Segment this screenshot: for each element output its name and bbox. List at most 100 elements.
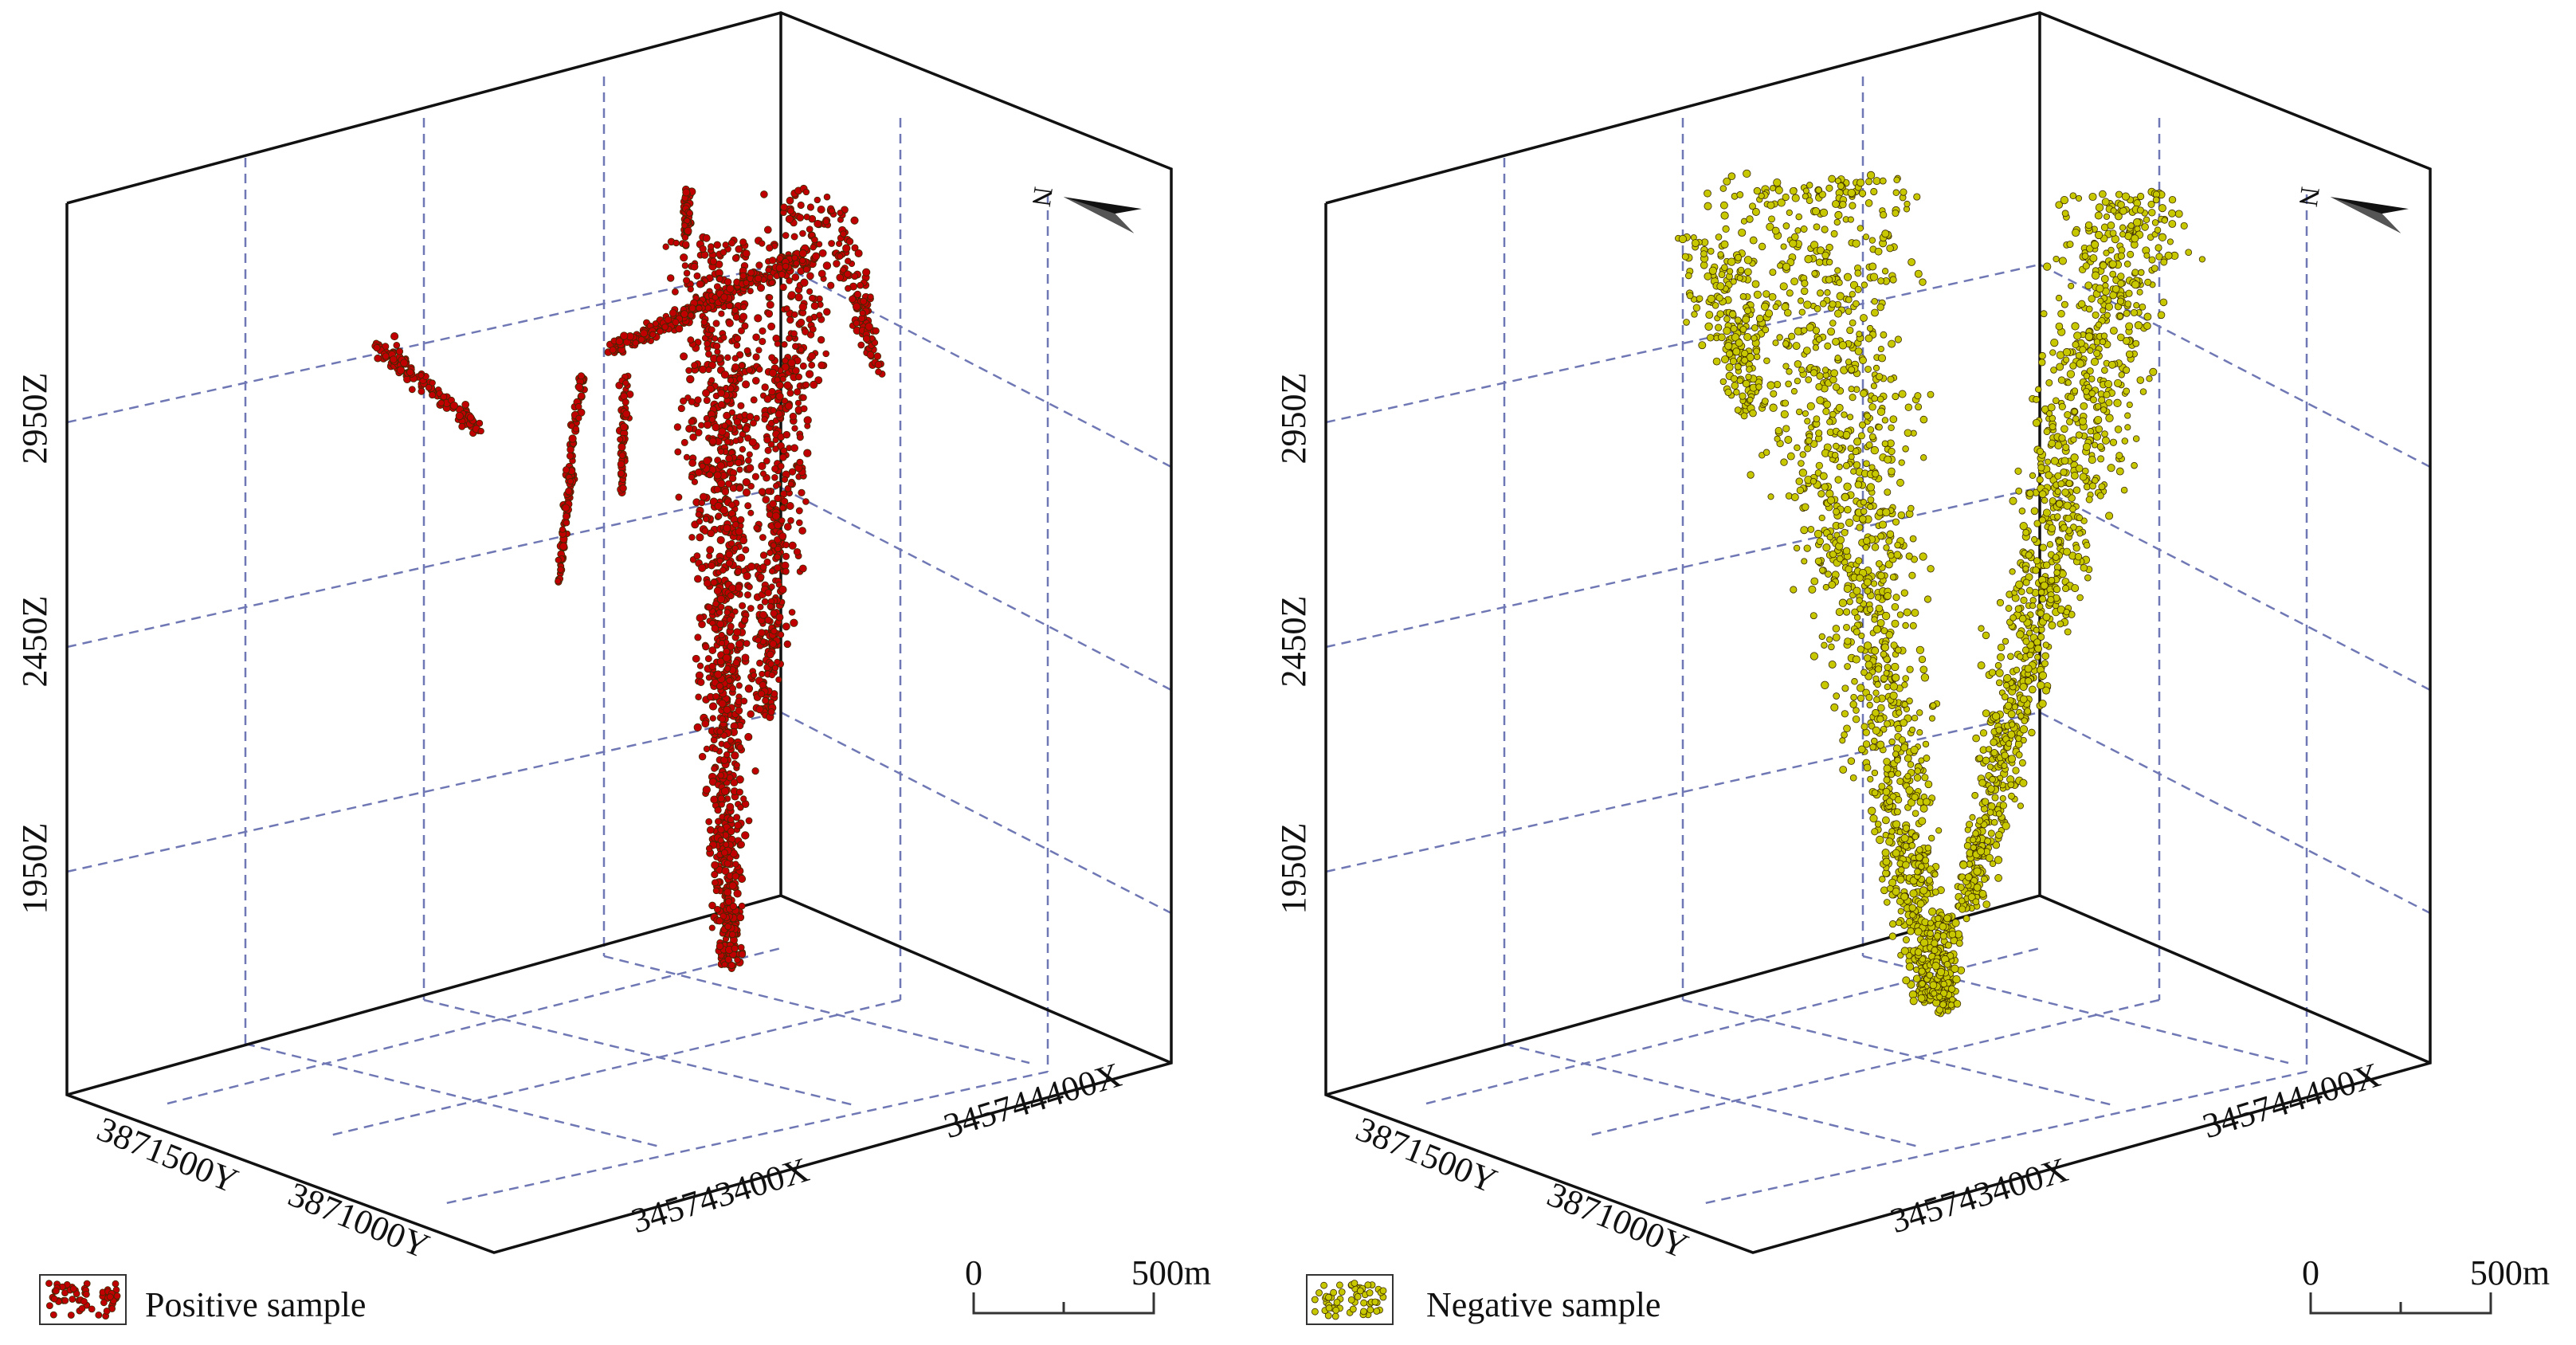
scatter-point xyxy=(1762,449,1770,457)
scatter-point xyxy=(1902,445,1909,453)
scatter-point xyxy=(1919,938,1929,947)
scatter-point xyxy=(2090,396,2097,404)
scatter-point xyxy=(799,229,806,237)
scatter-point xyxy=(1876,715,1884,723)
scatter-point xyxy=(716,594,726,604)
scatter-point xyxy=(696,662,704,669)
scatter-point xyxy=(617,460,625,469)
scatter-point xyxy=(836,273,845,282)
scatter-point xyxy=(1724,342,1733,351)
scatter-point xyxy=(2060,457,2069,465)
scatter-point xyxy=(677,405,685,413)
scatter-point xyxy=(2120,486,2128,494)
scatter-point xyxy=(1915,403,1923,411)
scatter-point xyxy=(828,207,836,214)
scatter-point xyxy=(1882,857,1891,866)
scatter-point xyxy=(2109,438,2118,446)
scatter-point xyxy=(1751,324,1759,331)
scatter-point xyxy=(1948,930,1957,939)
scatter-point xyxy=(1877,277,1884,284)
scatter-point xyxy=(2093,349,2101,357)
scatter-point xyxy=(1991,712,2001,721)
scatter-point xyxy=(103,1308,111,1315)
scatter-point xyxy=(1869,814,1878,823)
scatter-point xyxy=(723,438,731,445)
scatter-point xyxy=(713,342,721,351)
scatter-point xyxy=(732,313,740,321)
scatter-point xyxy=(1888,424,1895,432)
scatter-point xyxy=(696,678,705,687)
scatter-point xyxy=(675,493,683,501)
scatter-point xyxy=(739,238,747,246)
scatter-point xyxy=(1988,669,1997,676)
scatter-point xyxy=(1901,681,1908,688)
scatter-point xyxy=(2054,488,2061,496)
left-z-tick-2950: 2950Z xyxy=(15,373,54,465)
scatter-point xyxy=(1805,437,1813,445)
scatter-point xyxy=(1879,876,1886,883)
scatter-point xyxy=(1720,240,1729,249)
scatter-point xyxy=(1718,271,1726,278)
scatter-point xyxy=(2092,432,2102,441)
scatter-point xyxy=(1929,981,1938,990)
scatter-point xyxy=(716,657,725,666)
scatter-point xyxy=(555,556,562,563)
scatter-point xyxy=(755,705,764,714)
scatter-point xyxy=(1761,398,1769,405)
scatter-point xyxy=(1717,251,1724,258)
scatter-point xyxy=(619,422,629,431)
scatter-point xyxy=(1903,608,1911,617)
scatter-point xyxy=(1872,470,1880,478)
scatter-point xyxy=(744,591,751,599)
scatter-point xyxy=(1790,493,1799,501)
scatter-point xyxy=(1857,645,1864,653)
scatter-point xyxy=(1774,435,1781,442)
scatter-point xyxy=(728,931,736,939)
scatter-point xyxy=(1772,339,1779,347)
scatter-point xyxy=(765,266,772,273)
scatter-point xyxy=(1969,814,1976,821)
scatter-point xyxy=(2088,192,2097,202)
scatter-point xyxy=(1973,867,1982,876)
scatter-point xyxy=(800,405,808,413)
scatter-point xyxy=(2099,190,2107,198)
scatter-point xyxy=(2084,332,2094,341)
scatter-point xyxy=(875,368,882,375)
scatter-point xyxy=(1881,229,1890,238)
scatter-point xyxy=(716,275,723,283)
scatter-point xyxy=(688,304,696,312)
scatter-point xyxy=(746,583,753,590)
scatter-point xyxy=(756,659,763,667)
scatter-point xyxy=(1874,680,1881,688)
scatter-point xyxy=(1824,342,1832,350)
scatter-point xyxy=(786,389,794,397)
scatter-point xyxy=(1871,828,1879,836)
scatter-point xyxy=(735,640,744,649)
scatter-point xyxy=(1991,794,1999,802)
scatter-point xyxy=(1824,289,1831,296)
scatter-point xyxy=(1872,177,1881,186)
scatter-point xyxy=(1887,375,1895,383)
scatter-point xyxy=(2164,251,2173,260)
scatter-point xyxy=(769,640,778,648)
scatter-point xyxy=(2123,366,2131,374)
scatter-point xyxy=(2047,595,2055,604)
scatter-point xyxy=(466,414,475,422)
scatter-point xyxy=(2105,303,2113,311)
scatter-point xyxy=(1847,216,1854,223)
scatter-point xyxy=(1704,202,1712,210)
scatter-point xyxy=(2115,467,2124,476)
scatter-point xyxy=(718,401,726,409)
scatter-point xyxy=(716,355,723,363)
scatter-point xyxy=(717,825,725,833)
scatter-point xyxy=(763,558,771,567)
scatter-point xyxy=(1905,963,1915,971)
scatter-point xyxy=(817,335,825,344)
scatter-point xyxy=(2012,767,2020,774)
scatter-point xyxy=(1913,193,1921,201)
scatter-point xyxy=(1832,338,1840,346)
scatter-point xyxy=(2089,482,2096,490)
scatter-point xyxy=(767,273,774,280)
scatter-point xyxy=(2045,471,2053,480)
scatter-point xyxy=(1830,229,1838,237)
